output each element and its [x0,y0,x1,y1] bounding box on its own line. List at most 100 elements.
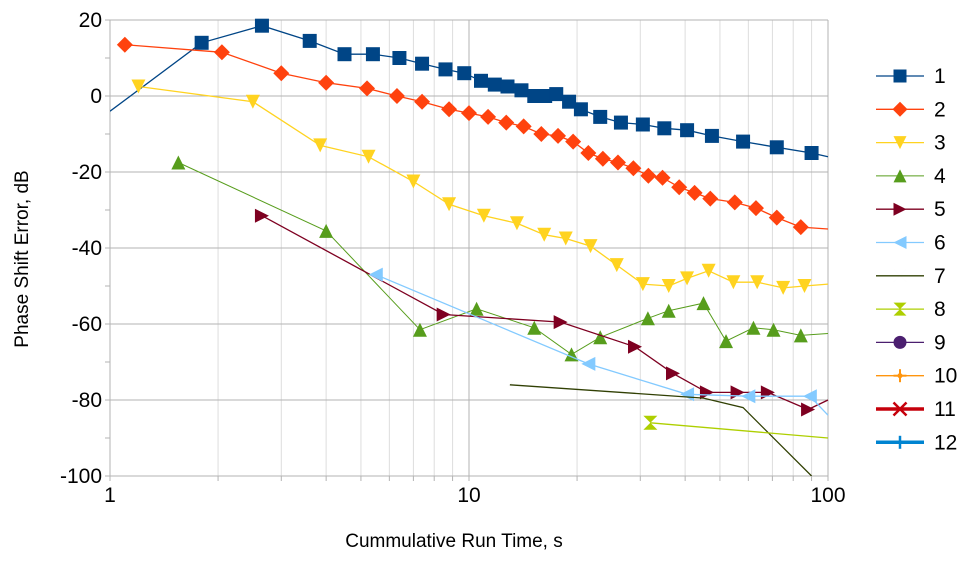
series-4-point [640,311,655,326]
series-4-point [527,320,542,335]
series-2-point [792,219,809,236]
series-2-point [480,108,497,125]
series-8-point [643,415,658,430]
y-tick-label: -20 [72,161,102,184]
legend-marker [893,335,907,349]
series-3-point [361,149,376,164]
legend-item-1: 1 [876,65,946,88]
legend-label: 10 [934,365,957,388]
series-2-point [550,127,567,144]
series-2-line [124,44,829,230]
y-tick-label: -40 [72,237,102,260]
legend-label: 5 [934,198,946,221]
legend-label: 2 [934,98,946,121]
series-2 [116,36,829,236]
series-6 [368,267,829,416]
series-2-point [671,179,688,196]
series-3-point [750,275,765,290]
series-1-point [704,128,719,143]
series-2-point [625,160,642,177]
legend-marker-b [892,401,908,417]
series-2-point [726,194,743,211]
y-axis-title: Phase Shift Error, dB [12,170,33,347]
series-3-point [583,239,598,254]
series-1-point [680,123,695,138]
series-2-point [273,65,290,82]
series-5-point [553,315,568,330]
series-2-point [461,105,477,122]
legend-item-5: 5 [876,198,946,221]
series-3-point [509,216,524,231]
series-2-point [640,167,657,184]
series-5-point [730,385,745,400]
series-1-point [392,51,407,65]
series-2-point [768,209,785,226]
legend-marker [893,169,907,183]
x-tick-label: 1 [104,484,116,507]
series-6-point [741,389,756,404]
series-1-point [635,117,650,132]
series-3-point [442,197,457,212]
y-tick-label: 0 [90,85,102,108]
legend-marker [893,69,907,83]
series-2-point [747,200,764,217]
legend-label: 7 [934,265,946,288]
legend-marker [893,202,907,216]
series-2-point [533,126,550,142]
x-axis-title: Cummulative Run Time, s [345,531,563,552]
series-4-point [412,322,427,337]
series-3-point [635,277,650,292]
series-2-point [318,74,335,91]
series-2-point [565,133,582,150]
axes [105,19,829,481]
series-5-point [801,402,816,417]
series-2-point [654,169,671,186]
y-tick-label: 20 [79,9,102,32]
series-2-point [515,118,532,135]
legend-marker [893,435,907,449]
series-1-point [562,94,577,109]
series-1-point [736,134,751,149]
series-2-point [359,80,376,97]
series-4-line [178,162,829,355]
legend-marker [893,302,907,316]
series-2-point [116,36,133,53]
legend-item-6: 6 [876,232,946,255]
series-6-line [375,274,829,416]
series-1-point [613,115,628,130]
series-5-point [665,366,680,381]
series-1-point [365,47,380,62]
series-3-point [537,227,552,242]
series-3-point [726,275,741,290]
series-1-point [487,77,502,92]
legend-label: 11 [934,398,956,421]
series-6-point [680,387,695,402]
legend-item-12: 12 [876,431,957,454]
series-3-point [131,79,146,94]
series-3-point [797,279,812,293]
grid [109,19,829,477]
series-2-point [414,93,431,110]
series-1-point [514,83,529,98]
series-3-point [476,208,491,223]
series-6-point [581,356,596,371]
series-1-point [549,87,564,102]
series-3-point [661,279,676,293]
legend-item-3: 3 [876,132,946,155]
legend-marker [893,236,907,249]
series-4-point [171,155,186,170]
legend-item-7: 7 [876,265,946,288]
series-7-point [502,377,517,392]
legend-marker [893,369,907,383]
series-5-point [436,307,451,322]
legend-label: 6 [934,232,946,255]
series-2-point [213,44,230,61]
series-1-point [254,18,269,33]
series-2-point [702,190,719,207]
series-7-line [509,384,813,476]
legend-item-9: 9 [876,331,946,354]
series-6-point [368,267,383,282]
series-3-point [776,280,791,295]
series-8 [643,415,829,439]
